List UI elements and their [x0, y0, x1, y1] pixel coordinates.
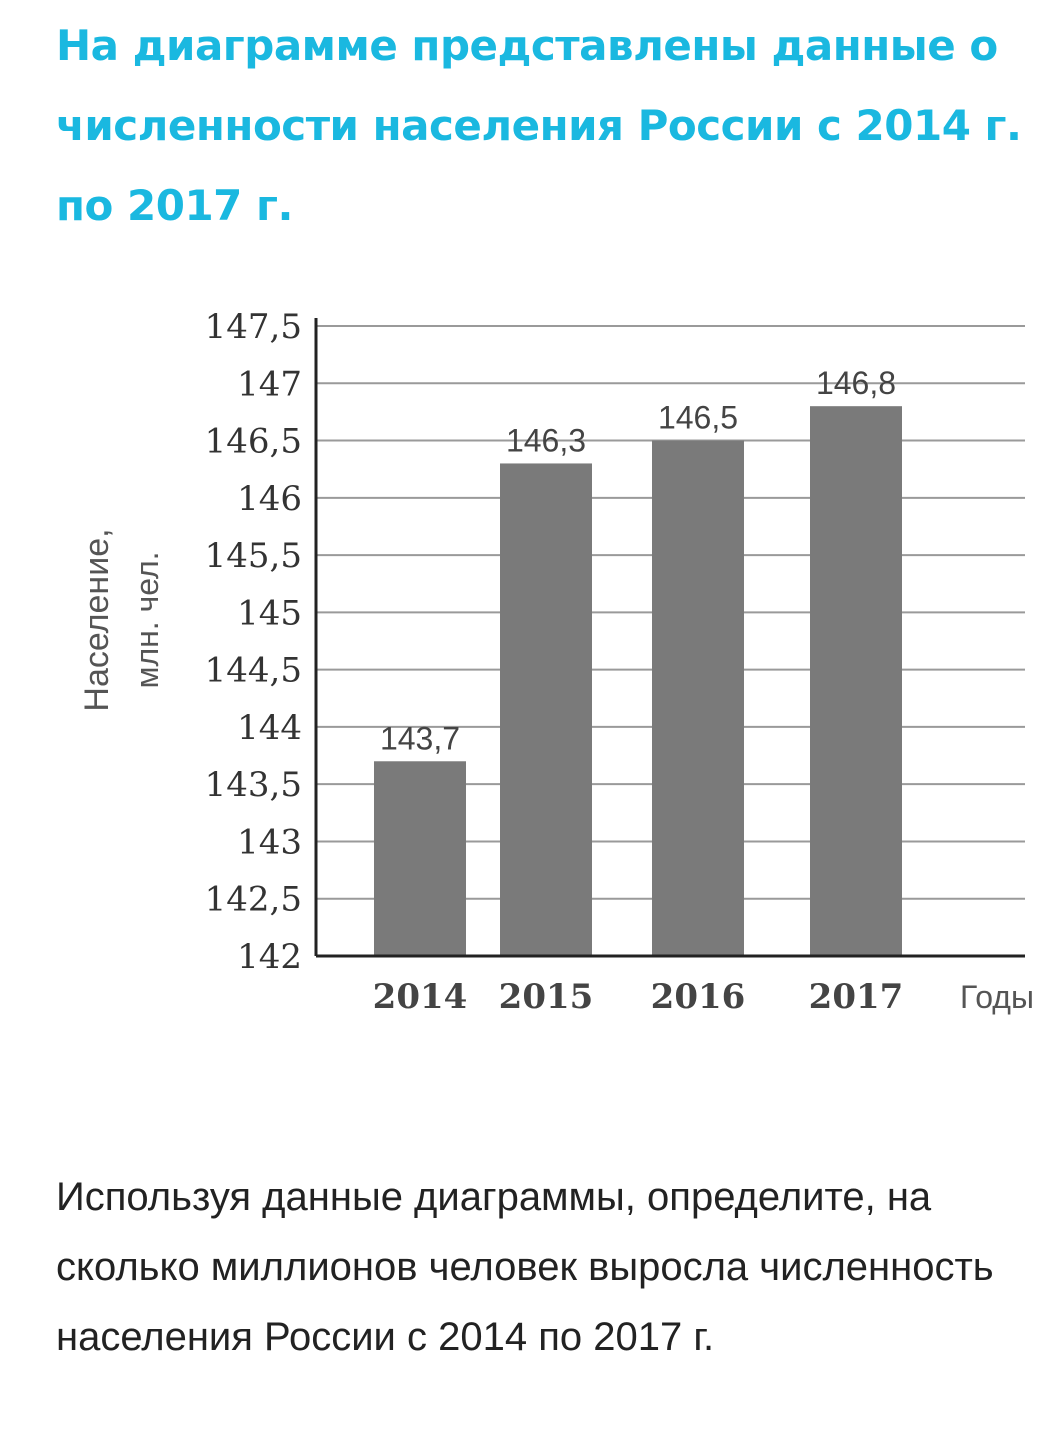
y-tick-label: 146: [237, 479, 302, 519]
page-title: На диаграмме представлены данные о числе…: [56, 21, 1022, 230]
population-bar-chart: 142 142,5 143 143,5 144 144,5 145 145,5 146 146,5…: [60, 300, 1040, 1040]
y-tick-label: 143,5: [205, 765, 302, 805]
y-axis-label-line2: млн. чел.: [129, 551, 165, 688]
y-tick-label: 145: [237, 593, 302, 633]
y-tick-label: 147,5: [205, 307, 302, 347]
y-tick-label: 143: [237, 822, 302, 862]
x-axis-label: Годы: [960, 979, 1034, 1015]
bar-value-label: 146,3: [506, 422, 586, 458]
y-tick-label: 147: [237, 364, 302, 404]
bar: [500, 463, 592, 956]
y-tick-label: 145,5: [205, 536, 302, 576]
x-tick-label: 2014: [373, 977, 468, 1017]
bar: [652, 440, 744, 956]
y-tick-label: 146,5: [205, 422, 302, 462]
x-tick-label: 2017: [809, 977, 904, 1017]
question-text: Используя данные диаграммы, определите, …: [56, 1175, 994, 1359]
y-axis-label-line1: Население,: [78, 528, 116, 711]
bar-value-label: 146,8: [816, 365, 896, 401]
chart-svg: 142 142,5 143 143,5 144 144,5 145 145,5 146 146,5…: [78, 307, 1034, 1017]
y-tick-label: 144: [237, 708, 302, 748]
bar: [810, 406, 902, 956]
y-tick-label: 144,5: [205, 651, 302, 691]
x-tick-label: 2016: [651, 977, 746, 1017]
y-tick-label: 142: [237, 937, 302, 977]
bar: [374, 761, 466, 956]
y-tick-label: 142,5: [205, 880, 302, 920]
bar-value-label: 146,5: [658, 400, 738, 436]
bar-value-label: 143,7: [380, 720, 460, 756]
x-tick-label: 2015: [499, 977, 594, 1017]
